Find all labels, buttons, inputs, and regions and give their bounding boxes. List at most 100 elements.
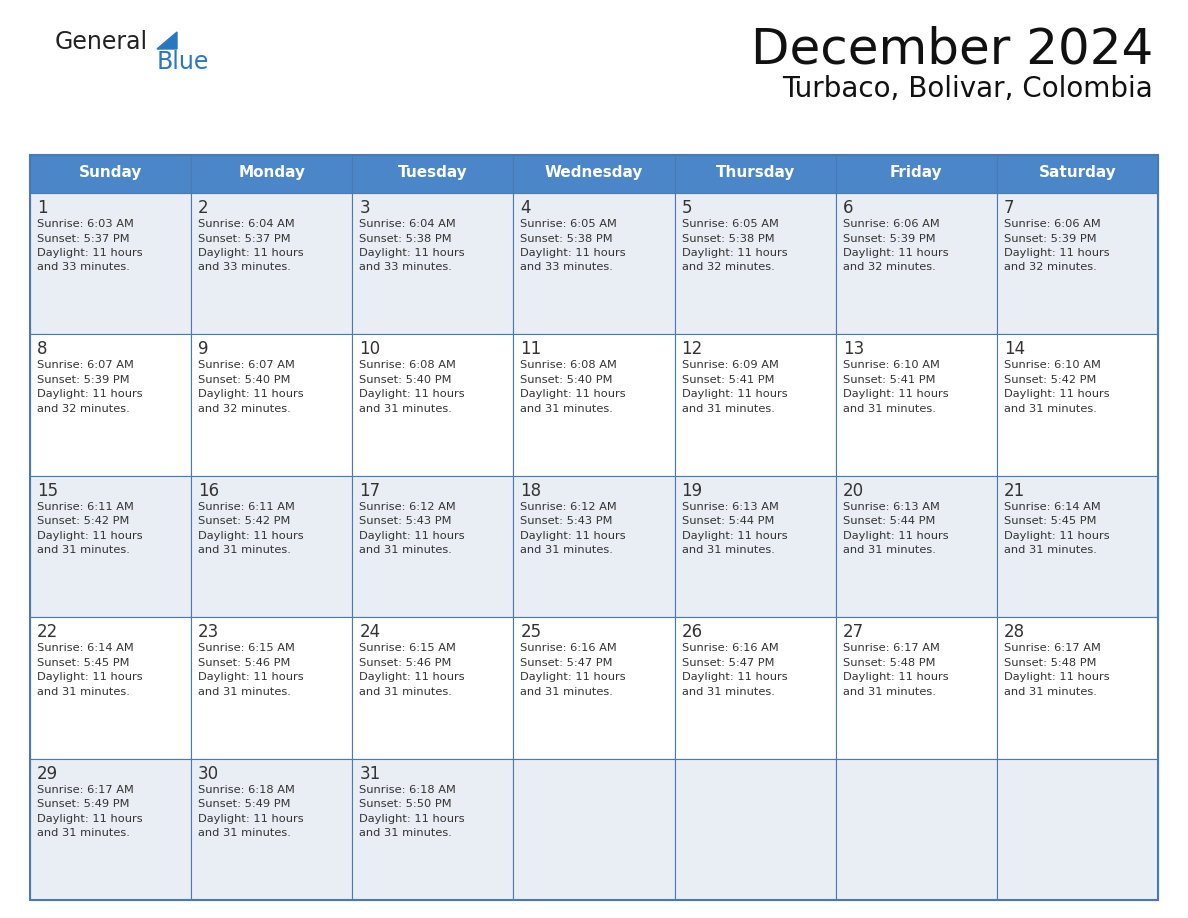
Text: and 31 minutes.: and 31 minutes. xyxy=(198,545,291,555)
Text: and 31 minutes.: and 31 minutes. xyxy=(37,687,129,697)
Text: Sunrise: 6:07 AM: Sunrise: 6:07 AM xyxy=(198,361,295,370)
Bar xyxy=(997,334,1158,476)
Bar xyxy=(30,334,191,476)
Text: 27: 27 xyxy=(842,623,864,641)
Bar xyxy=(353,476,513,617)
Text: Turbaco, Bolivar, Colombia: Turbaco, Bolivar, Colombia xyxy=(782,75,1154,103)
Text: 22: 22 xyxy=(37,623,58,641)
Text: Sunrise: 6:06 AM: Sunrise: 6:06 AM xyxy=(1004,219,1100,229)
Text: Daylight: 11 hours: Daylight: 11 hours xyxy=(1004,248,1110,258)
Bar xyxy=(513,476,675,617)
Text: Daylight: 11 hours: Daylight: 11 hours xyxy=(520,389,626,399)
Text: Sunset: 5:42 PM: Sunset: 5:42 PM xyxy=(1004,375,1097,385)
Text: 15: 15 xyxy=(37,482,58,499)
Bar xyxy=(513,617,675,758)
Text: and 33 minutes.: and 33 minutes. xyxy=(198,263,291,273)
Text: and 33 minutes.: and 33 minutes. xyxy=(37,263,129,273)
Text: Daylight: 11 hours: Daylight: 11 hours xyxy=(1004,672,1110,682)
Text: Daylight: 11 hours: Daylight: 11 hours xyxy=(359,389,465,399)
Text: Saturday: Saturday xyxy=(1038,165,1117,181)
Text: Sunset: 5:49 PM: Sunset: 5:49 PM xyxy=(37,799,129,809)
Text: Sunset: 5:40 PM: Sunset: 5:40 PM xyxy=(359,375,451,385)
Text: Tuesday: Tuesday xyxy=(398,165,468,181)
Text: 7: 7 xyxy=(1004,199,1015,217)
Text: and 31 minutes.: and 31 minutes. xyxy=(842,687,936,697)
Text: December 2024: December 2024 xyxy=(751,25,1154,73)
Text: Sunrise: 6:11 AM: Sunrise: 6:11 AM xyxy=(37,502,134,512)
Text: Daylight: 11 hours: Daylight: 11 hours xyxy=(198,389,304,399)
Bar xyxy=(353,193,513,334)
Text: and 32 minutes.: and 32 minutes. xyxy=(682,263,775,273)
Text: Sunrise: 6:11 AM: Sunrise: 6:11 AM xyxy=(198,502,295,512)
Bar xyxy=(997,155,1158,193)
Text: Daylight: 11 hours: Daylight: 11 hours xyxy=(1004,389,1110,399)
Bar xyxy=(353,334,513,476)
Text: Sunrise: 6:03 AM: Sunrise: 6:03 AM xyxy=(37,219,134,229)
Text: Sunrise: 6:17 AM: Sunrise: 6:17 AM xyxy=(37,785,134,795)
Bar xyxy=(835,617,997,758)
Text: Sunrise: 6:08 AM: Sunrise: 6:08 AM xyxy=(520,361,618,370)
Text: and 31 minutes.: and 31 minutes. xyxy=(359,687,453,697)
Text: and 31 minutes.: and 31 minutes. xyxy=(520,404,613,414)
Text: 23: 23 xyxy=(198,623,220,641)
Text: Daylight: 11 hours: Daylight: 11 hours xyxy=(198,248,304,258)
Text: Daylight: 11 hours: Daylight: 11 hours xyxy=(198,531,304,541)
Text: and 31 minutes.: and 31 minutes. xyxy=(37,828,129,838)
Text: Daylight: 11 hours: Daylight: 11 hours xyxy=(37,389,143,399)
Text: 14: 14 xyxy=(1004,341,1025,358)
Text: 25: 25 xyxy=(520,623,542,641)
Text: Sunset: 5:41 PM: Sunset: 5:41 PM xyxy=(842,375,935,385)
Bar xyxy=(30,155,1158,900)
Text: 16: 16 xyxy=(198,482,220,499)
Text: Sunrise: 6:15 AM: Sunrise: 6:15 AM xyxy=(359,644,456,654)
Text: Sunset: 5:38 PM: Sunset: 5:38 PM xyxy=(682,233,775,243)
Bar xyxy=(513,193,675,334)
Text: Sunset: 5:42 PM: Sunset: 5:42 PM xyxy=(37,516,129,526)
Text: 19: 19 xyxy=(682,482,702,499)
Text: 24: 24 xyxy=(359,623,380,641)
Text: Sunset: 5:46 PM: Sunset: 5:46 PM xyxy=(198,657,291,667)
Text: and 31 minutes.: and 31 minutes. xyxy=(1004,687,1097,697)
Text: Sunrise: 6:13 AM: Sunrise: 6:13 AM xyxy=(842,502,940,512)
Bar xyxy=(353,155,513,193)
Bar xyxy=(675,617,835,758)
Text: Sunset: 5:39 PM: Sunset: 5:39 PM xyxy=(1004,233,1097,243)
Text: and 31 minutes.: and 31 minutes. xyxy=(682,687,775,697)
Text: 10: 10 xyxy=(359,341,380,358)
Bar xyxy=(675,758,835,900)
Text: and 31 minutes.: and 31 minutes. xyxy=(682,404,775,414)
Text: Sunrise: 6:14 AM: Sunrise: 6:14 AM xyxy=(37,644,134,654)
Bar xyxy=(675,476,835,617)
Bar xyxy=(675,334,835,476)
Bar xyxy=(997,617,1158,758)
Text: Sunrise: 6:07 AM: Sunrise: 6:07 AM xyxy=(37,361,134,370)
Text: and 33 minutes.: and 33 minutes. xyxy=(520,263,613,273)
Text: Sunset: 5:41 PM: Sunset: 5:41 PM xyxy=(682,375,775,385)
Text: 17: 17 xyxy=(359,482,380,499)
Bar xyxy=(513,155,675,193)
Text: and 31 minutes.: and 31 minutes. xyxy=(198,828,291,838)
Bar xyxy=(191,193,353,334)
Bar xyxy=(30,155,191,193)
Text: and 31 minutes.: and 31 minutes. xyxy=(682,545,775,555)
Text: 12: 12 xyxy=(682,341,703,358)
Bar xyxy=(997,758,1158,900)
Text: Sunset: 5:43 PM: Sunset: 5:43 PM xyxy=(359,516,451,526)
Text: Sunrise: 6:17 AM: Sunrise: 6:17 AM xyxy=(842,644,940,654)
Text: and 31 minutes.: and 31 minutes. xyxy=(842,545,936,555)
Text: and 32 minutes.: and 32 minutes. xyxy=(37,404,129,414)
Bar xyxy=(835,193,997,334)
Text: 26: 26 xyxy=(682,623,702,641)
Bar xyxy=(835,476,997,617)
Text: Sunrise: 6:05 AM: Sunrise: 6:05 AM xyxy=(682,219,778,229)
Text: 29: 29 xyxy=(37,765,58,783)
Text: Sunrise: 6:09 AM: Sunrise: 6:09 AM xyxy=(682,361,778,370)
Text: and 31 minutes.: and 31 minutes. xyxy=(359,545,453,555)
Bar xyxy=(997,476,1158,617)
Text: and 31 minutes.: and 31 minutes. xyxy=(359,404,453,414)
Text: Friday: Friday xyxy=(890,165,942,181)
Text: Blue: Blue xyxy=(157,50,209,74)
Text: and 33 minutes.: and 33 minutes. xyxy=(359,263,453,273)
Bar xyxy=(835,334,997,476)
Text: and 31 minutes.: and 31 minutes. xyxy=(842,404,936,414)
